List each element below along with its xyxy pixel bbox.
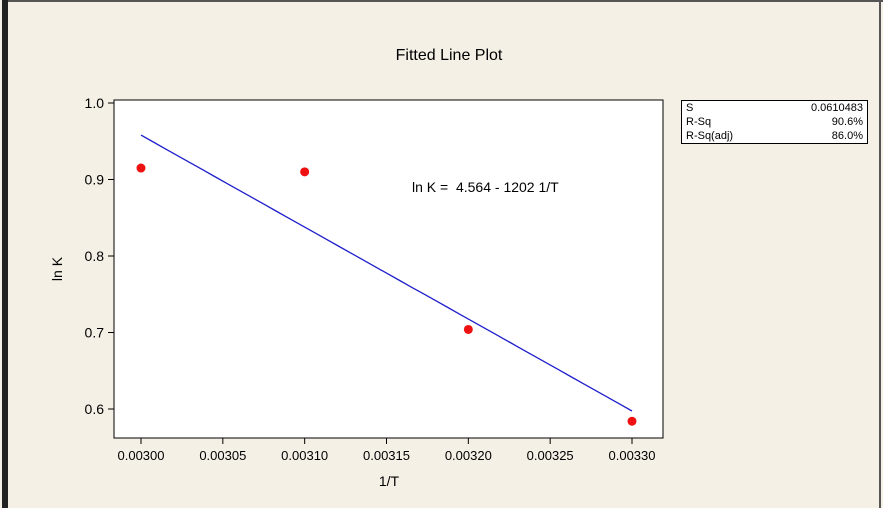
stats-label: S (686, 102, 694, 114)
x-tick-label: 0.00325 (527, 448, 574, 463)
fitted-regression-line (140, 134, 633, 412)
stats-value: 90.6% (831, 116, 863, 128)
regression-equation: ln K = 4.564 - 1202 1/T (412, 179, 559, 195)
stats-label: R-Sq (686, 116, 712, 128)
data-point (136, 163, 146, 173)
plot-area (113, 99, 664, 439)
y-tick-label: 1.0 (85, 95, 105, 111)
y-tick-label: 0.9 (85, 172, 105, 188)
window-border-left (2, 0, 8, 508)
x-tick-label: 0.00305 (199, 448, 246, 463)
stats-value: 0.0610483 (811, 102, 863, 114)
y-tick-label: 0.7 (85, 325, 105, 341)
data-points (136, 163, 637, 426)
chart-title: Fitted Line Plot (396, 47, 503, 64)
y-tick-label: 0.6 (85, 401, 105, 417)
x-axis-label: 1/T (379, 473, 400, 489)
y-tick-label: 0.8 (85, 248, 105, 264)
data-point (627, 416, 637, 426)
x-axis: 0.00300 0.00305 0.00310 0.00315 0.00320 0.003… (118, 438, 656, 463)
stats-label: R-Sq(adj) (686, 130, 734, 142)
data-point (300, 167, 310, 177)
statistics-table: S 0.0610483 R-Sq 90.6% R-Sq(adj) 86.0% (681, 100, 868, 144)
x-tick-label: 0.00330 (609, 448, 656, 463)
y-axis: 0.6 0.7 0.8 0.9 1.0 (85, 95, 114, 417)
stats-row-r-sq: R-Sq 90.6% (682, 115, 867, 129)
stats-row-r-sq-adj: R-Sq(adj) 86.0% (682, 129, 867, 143)
x-tick-label: 0.00320 (445, 448, 492, 463)
stats-row-s: S 0.0610483 (682, 101, 867, 115)
x-tick-label: 0.00315 (363, 448, 410, 463)
data-point (463, 324, 473, 334)
x-tick-label: 0.00310 (281, 448, 328, 463)
x-tick-label: 0.00300 (118, 448, 165, 463)
y-axis-label: ln K (49, 256, 65, 281)
stats-value: 86.0% (831, 130, 863, 142)
